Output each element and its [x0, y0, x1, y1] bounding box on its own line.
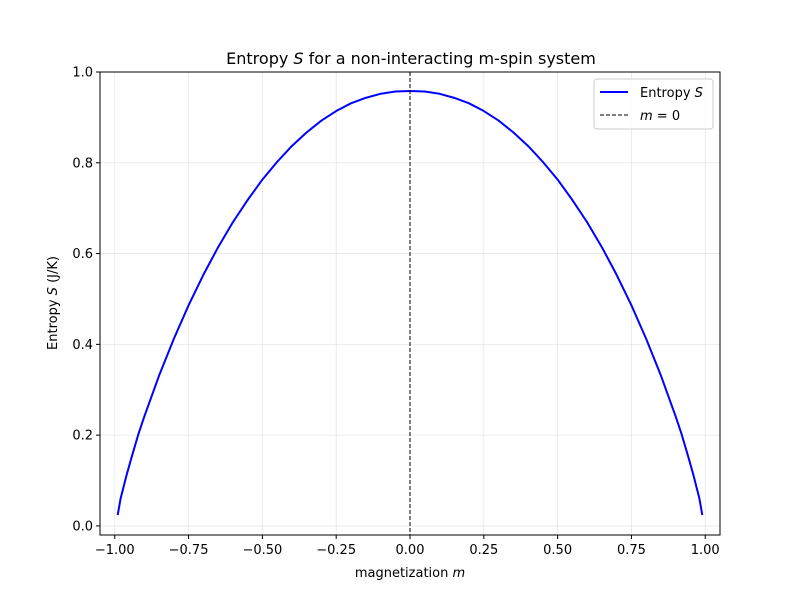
plot-area [116, 72, 704, 535]
x-axis-label: magnetization m [355, 566, 465, 581]
x-tick-label: 0.00 [396, 543, 425, 558]
legend-m-zero-label: m = 0 [640, 109, 680, 124]
chart-title: Entropy S for a non-interacting m-spin s… [226, 49, 596, 68]
y-tick-label: 0.8 [72, 156, 93, 171]
y-tick-label: 0.0 [72, 519, 93, 534]
y-axis-ticks: 0.0 0.2 0.4 0.6 0.8 1.0 [72, 66, 100, 534]
y-tick-label: 0.2 [72, 429, 93, 444]
x-tick-label: −1.00 [95, 543, 135, 558]
x-tick-label: −0.75 [169, 543, 209, 558]
legend: Entropy S m = 0 [593, 78, 714, 130]
x-axis-ticks: −1.00 −0.75 −0.50 −0.25 0.00 0.25 0.50 0.75 1.00 [95, 535, 720, 558]
y-axis-label: Entropy S (J/K) [46, 256, 61, 350]
x-tick-label: 1.00 [691, 543, 720, 558]
x-tick-label: 0.25 [469, 543, 498, 558]
x-tick-label: 0.75 [617, 543, 646, 558]
x-tick-label: −0.50 [242, 543, 282, 558]
y-tick-label: 1.0 [72, 66, 93, 81]
legend-entropy-label: Entropy S [640, 86, 703, 101]
y-tick-label: 0.6 [72, 247, 93, 262]
x-tick-label: −0.25 [316, 543, 356, 558]
y-tick-label: 0.4 [72, 338, 93, 353]
x-tick-label: 0.50 [543, 543, 572, 558]
